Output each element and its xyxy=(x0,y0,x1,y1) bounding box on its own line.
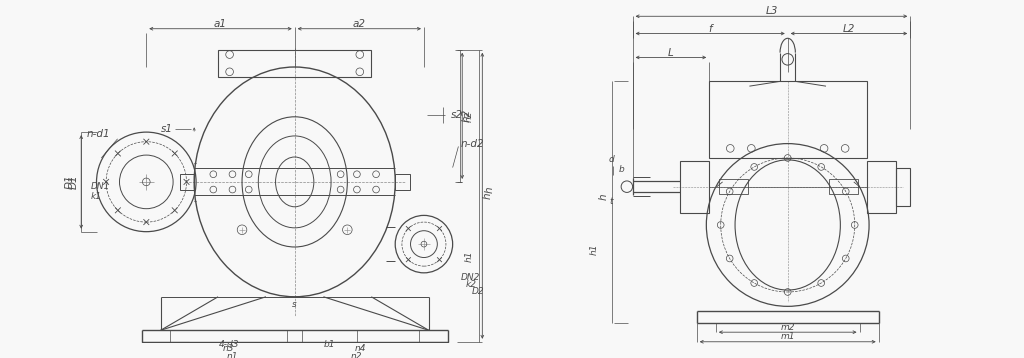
Text: h: h xyxy=(599,193,609,199)
Text: L2: L2 xyxy=(843,24,855,34)
Bar xyxy=(395,174,410,189)
Bar xyxy=(896,168,910,206)
Text: n3: n3 xyxy=(223,344,234,353)
Text: f: f xyxy=(709,24,712,34)
Text: D2: D2 xyxy=(472,286,484,295)
Text: s2: s2 xyxy=(451,110,463,120)
Text: h1: h1 xyxy=(465,250,473,262)
Text: t: t xyxy=(610,197,613,205)
Text: m1: m1 xyxy=(780,333,795,342)
Text: k2: k2 xyxy=(466,280,477,289)
Bar xyxy=(828,179,857,194)
Bar xyxy=(218,50,372,77)
Text: n4: n4 xyxy=(355,344,367,353)
Text: DN2: DN2 xyxy=(461,273,479,282)
Text: a2: a2 xyxy=(353,19,366,29)
Text: m2: m2 xyxy=(780,323,795,332)
Text: n-d1: n-d1 xyxy=(87,129,111,139)
Text: b: b xyxy=(618,165,624,174)
Text: h: h xyxy=(483,193,494,199)
Bar xyxy=(710,81,867,158)
Text: n2: n2 xyxy=(351,352,362,358)
Text: h1: h1 xyxy=(590,243,599,255)
Text: D1: D1 xyxy=(65,175,75,189)
Text: D1: D1 xyxy=(69,175,79,189)
Text: L: L xyxy=(668,48,674,58)
Text: L3: L3 xyxy=(765,6,777,16)
Text: h2: h2 xyxy=(465,110,473,122)
Bar xyxy=(867,161,896,213)
Text: DN1: DN1 xyxy=(91,182,111,191)
Text: a1: a1 xyxy=(214,19,227,29)
Bar xyxy=(681,161,710,213)
Text: 4-d3: 4-d3 xyxy=(218,340,239,349)
Text: h: h xyxy=(485,187,495,193)
Text: s: s xyxy=(292,300,297,309)
Text: n1: n1 xyxy=(226,352,239,358)
Text: n-d2: n-d2 xyxy=(461,139,484,149)
Text: d: d xyxy=(608,155,614,164)
Text: k1: k1 xyxy=(91,192,101,201)
Bar xyxy=(141,342,189,353)
Text: s1: s1 xyxy=(161,124,173,134)
Text: b1: b1 xyxy=(324,340,336,349)
Bar xyxy=(719,179,748,194)
Bar xyxy=(400,342,447,353)
Bar xyxy=(180,174,195,189)
Text: h2: h2 xyxy=(462,109,472,122)
